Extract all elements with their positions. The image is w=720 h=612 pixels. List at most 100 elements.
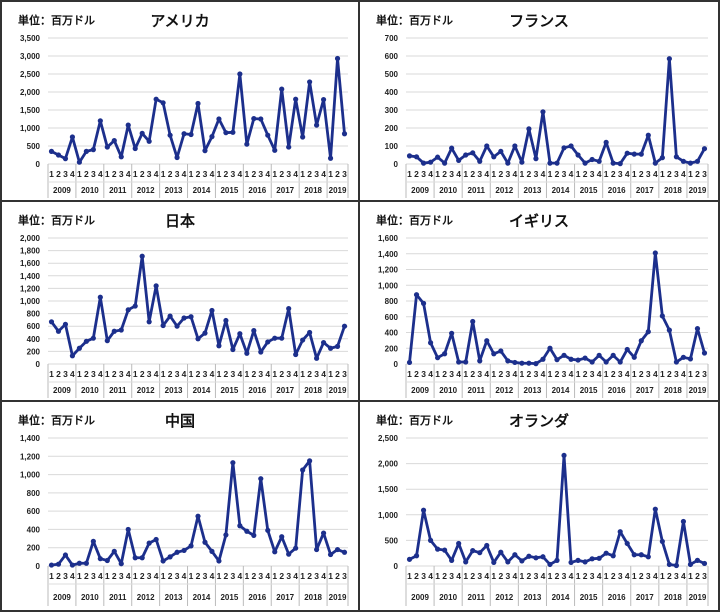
data-point	[181, 547, 187, 554]
data-point	[449, 145, 455, 151]
x-tick-year: 2010	[81, 386, 99, 395]
y-tick-label: 2,000	[378, 460, 399, 469]
data-point	[195, 100, 201, 107]
x-tick-quarter: 1	[407, 571, 412, 581]
x-tick-year: 2017	[276, 186, 294, 195]
data-point	[498, 348, 504, 354]
x-tick-quarter: 1	[161, 571, 166, 581]
x-tick-quarter: 3	[618, 169, 623, 179]
x-tick-year: 2014	[552, 186, 570, 195]
x-tick-quarter: 3	[534, 571, 539, 581]
data-point	[420, 300, 427, 306]
x-tick-quarter: 1	[217, 571, 222, 581]
data-point	[505, 160, 511, 166]
x-tick-quarter: 2	[498, 571, 503, 581]
x-tick-quarter: 1	[189, 369, 194, 379]
data-point	[55, 328, 62, 334]
x-tick-quarter: 2	[335, 369, 340, 379]
x-tick-quarter: 4	[210, 571, 215, 581]
data-point	[320, 530, 327, 536]
y-tick-label: 1,000	[378, 281, 399, 290]
x-tick-quarter: 4	[321, 571, 326, 581]
data-point	[554, 160, 560, 166]
data-point	[334, 55, 341, 62]
data-point	[526, 126, 532, 132]
x-tick-quarter: 4	[569, 369, 574, 379]
x-tick-quarter: 4	[625, 169, 630, 179]
x-tick-quarter: 1	[688, 571, 693, 581]
x-tick-quarter: 4	[569, 169, 574, 179]
data-point	[55, 561, 62, 567]
x-tick-year: 2019	[689, 386, 707, 395]
x-tick-quarter: 2	[583, 571, 588, 581]
x-tick-quarter: 1	[576, 169, 581, 179]
data-point	[568, 559, 574, 566]
x-tick-quarter: 3	[91, 369, 96, 379]
x-tick-quarter: 1	[244, 571, 249, 581]
x-tick-quarter: 3	[286, 571, 291, 581]
data-point	[526, 553, 532, 559]
data-point	[505, 559, 511, 565]
chart-title: オランダ	[508, 412, 569, 430]
chart-panel-japan: 単位：百万ドル 日本 0 200 400 600 800 1,000 1,200 1,400 1,6…	[0, 200, 360, 402]
x-tick-quarter: 1	[548, 571, 553, 581]
data-point	[526, 360, 532, 366]
x-tick-quarter: 4	[512, 369, 517, 379]
data-point	[69, 353, 76, 359]
data-point	[645, 132, 651, 138]
data-point	[666, 56, 672, 62]
data-point	[680, 354, 687, 360]
data-point	[202, 330, 208, 336]
x-tick-quarter: 2	[112, 369, 117, 379]
data-point	[125, 526, 131, 533]
y-tick-label: 400	[27, 335, 41, 344]
data-point	[48, 148, 55, 154]
data-point	[435, 546, 441, 552]
data-point	[244, 141, 250, 147]
x-tick-quarter: 2	[470, 571, 475, 581]
data-point	[320, 96, 327, 103]
x-tick-quarter: 4	[625, 369, 630, 379]
x-tick-quarter: 3	[314, 169, 319, 179]
x-tick-year: 2019	[329, 186, 347, 195]
x-tick-quarter: 3	[449, 169, 454, 179]
data-point	[519, 558, 525, 564]
x-tick-quarter: 2	[527, 169, 532, 179]
data-point	[687, 356, 694, 362]
data-point	[456, 540, 462, 547]
data-point	[279, 86, 285, 92]
x-tick-quarter: 4	[321, 369, 326, 379]
data-point	[547, 561, 553, 568]
y-tick-label: 0	[394, 160, 399, 169]
data-point	[638, 338, 644, 344]
data-point	[223, 532, 229, 538]
data-point	[498, 148, 504, 154]
x-tick-quarter: 3	[63, 369, 68, 379]
data-point	[209, 307, 215, 314]
x-tick-quarter: 1	[300, 169, 305, 179]
data-point	[125, 307, 131, 313]
x-tick-year: 2010	[81, 593, 99, 602]
unit-label: 単位：百万ドル	[18, 414, 95, 427]
data-point	[111, 328, 117, 334]
x-tick-quarter: 4	[182, 571, 187, 581]
data-point	[631, 151, 637, 157]
data-point	[617, 359, 623, 365]
x-tick-quarter: 3	[342, 571, 347, 581]
x-tick-quarter: 2	[442, 369, 447, 379]
x-tick-quarter: 3	[477, 169, 482, 179]
x-tick-year: 2015	[580, 186, 598, 195]
data-point	[442, 547, 448, 553]
x-tick-quarter: 1	[244, 369, 249, 379]
data-point	[477, 158, 483, 164]
data-point	[272, 147, 278, 153]
x-tick-year: 2013	[165, 186, 183, 195]
data-point	[610, 553, 616, 559]
data-point	[237, 331, 243, 337]
x-tick-quarter: 2	[414, 571, 419, 581]
x-tick-year: 2012	[137, 186, 155, 195]
x-tick-quarter: 2	[224, 369, 229, 379]
x-tick-quarter: 2	[583, 169, 588, 179]
